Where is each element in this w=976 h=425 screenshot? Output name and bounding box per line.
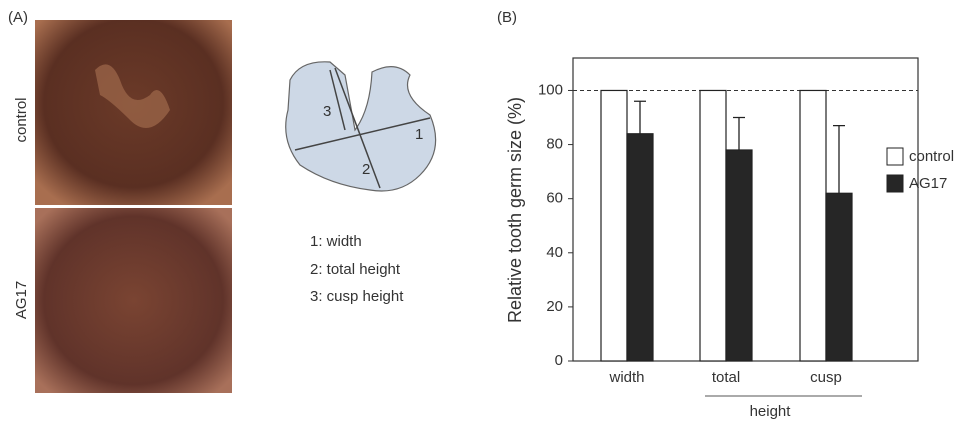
x-tick-label: width [608,369,644,386]
y-tick-label: 80 [546,136,563,153]
x-tick-label: cusp [810,369,842,386]
photo-ag17 [35,208,232,393]
bar [627,134,653,361]
error-bar [634,101,646,133]
bar [700,90,726,361]
diagram-label: 2 [362,161,370,178]
y-tick-label: 40 [546,244,563,261]
diagram-legend: 2: total height [310,261,401,278]
diagram-legend: 1: width [310,233,362,250]
x-tick-label: total [712,369,740,386]
y-axis-title: Relative tooth germ size (%) [505,97,525,323]
bar [826,193,852,361]
diagram-label: 3 [323,103,331,120]
y-tick-label: 60 [546,190,563,207]
legend-label: AG17 [909,175,947,192]
bar [601,90,627,361]
error-bar [833,126,845,194]
figure: (A) control AG17 1 2 3 1: width 2: total… [0,0,976,425]
diagram-label: 1 [415,126,423,143]
y-tick-label: 20 [546,298,563,315]
panel-label: (A) [8,9,28,26]
y-tick-label: 100 [538,81,563,98]
image-label: AG17 [13,281,30,319]
tooth-diagram [286,62,436,191]
error-bar [733,118,745,150]
legend-swatch [887,175,903,192]
image-label: control [13,97,30,142]
panel-label: (B) [497,9,517,26]
y-tick-label: 0 [555,352,563,369]
bar [800,90,826,361]
legend-label: control [909,148,954,165]
group-label: height [750,403,792,420]
legend-swatch [887,148,903,165]
diagram-legend: 3: cusp height [310,288,404,305]
bar [726,150,752,361]
